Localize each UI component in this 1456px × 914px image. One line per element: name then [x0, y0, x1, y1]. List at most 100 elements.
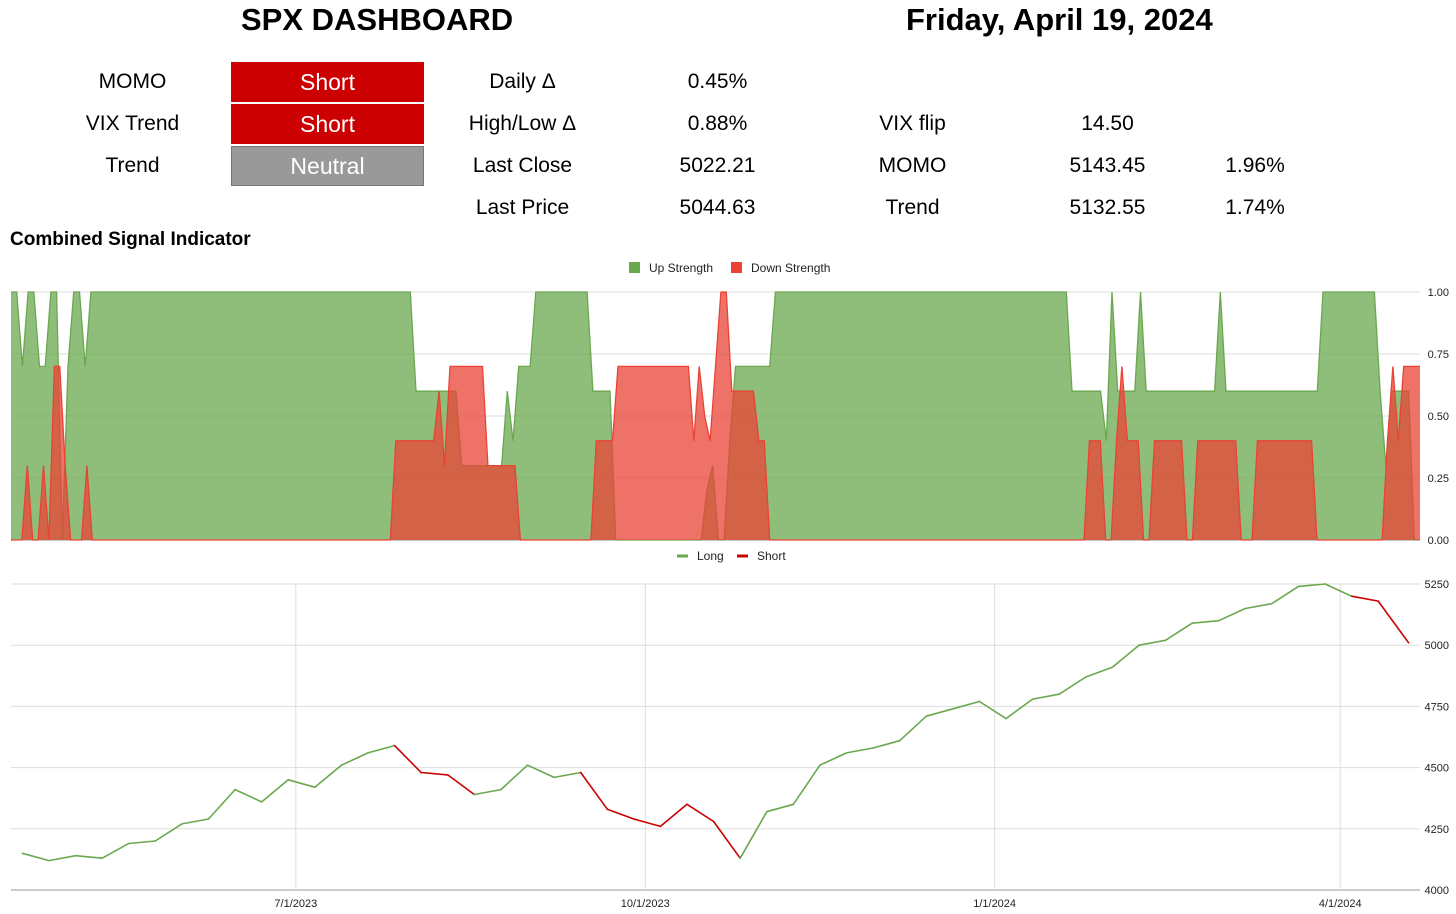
price-segment-long [1058, 676, 1087, 695]
price-segment-long [340, 752, 369, 766]
price-segment-short [1350, 595, 1379, 602]
price-segment-short [606, 808, 635, 820]
price-segment-long [819, 752, 848, 766]
price-segment-long [1271, 585, 1300, 605]
y-tick-label: 5000 [1425, 640, 1449, 652]
price-segment-long [1111, 644, 1140, 668]
strength-chart: 0.00 0.25 0.50 0.75 1.00 Up Strength Down Stre… [11, 261, 1449, 547]
price-segment-long [1191, 619, 1220, 624]
stat-label-last-price: Last Price [475, 196, 570, 219]
x-tick-label: 1/1/2024 [973, 898, 1016, 910]
legend-label: Down Strength [751, 261, 830, 275]
price-segment-long [473, 788, 502, 796]
stat-label-high-low-delta: High/Low Δ [468, 112, 577, 135]
price-segment-long [21, 852, 50, 862]
signal-label-momo: MOMO [98, 70, 167, 93]
price-segment-short [712, 820, 742, 860]
legend-swatch [629, 262, 640, 273]
price-segment-long [260, 779, 290, 803]
y-tick-label: 0.50 [1428, 411, 1449, 423]
price-segment-long [127, 840, 157, 845]
price-segment-long [553, 771, 582, 779]
signal-badge-trend: Neutral [231, 146, 424, 186]
price-segment-long [1164, 622, 1193, 642]
level-value-vix-flip: 14.50 [1081, 112, 1134, 135]
y-tick-label: 4250 [1425, 824, 1449, 836]
price-segment-long [500, 764, 529, 791]
price-segment-long [792, 764, 821, 806]
price-segment-short [393, 744, 423, 774]
x-tick-label: 4/1/2024 [1319, 898, 1362, 910]
price-segment-long [845, 747, 874, 754]
price-segment-long [978, 700, 1007, 720]
price-segment-long [872, 739, 901, 749]
price-segment-short [1377, 600, 1410, 644]
signal-label-vix-trend: VIX Trend [85, 112, 180, 135]
y-tick-label: 1.00 [1428, 287, 1449, 299]
area-down-strength [11, 292, 1420, 540]
price-segment-long [1297, 583, 1326, 588]
price-segment-long [1244, 602, 1273, 610]
y-tick-label: 4500 [1425, 763, 1449, 775]
y-tick-label: 4750 [1425, 701, 1449, 713]
dashboard-date: Friday, April 19, 2024 [906, 2, 1213, 37]
price-segment-long [313, 764, 343, 788]
price-segment-long [1138, 639, 1167, 646]
price-segment-long [234, 788, 263, 803]
level-value-momo: 5143.45 [1069, 154, 1146, 177]
level-value-trend: 5132.55 [1069, 196, 1146, 219]
price-segment-short [579, 771, 609, 811]
price-segment-long [925, 708, 954, 717]
price-segment-long [101, 842, 130, 860]
signal-badge-vix-trend: Short [231, 104, 424, 144]
price-segment-long [526, 764, 555, 779]
y-tick-label: 0.75 [1428, 349, 1449, 361]
legend-swatch [731, 262, 742, 273]
y-tick-label: 5250 [1425, 579, 1449, 591]
legend-label: Short [757, 549, 786, 563]
legend-label: Long [697, 549, 724, 563]
price-segment-long [48, 854, 77, 862]
area-up-strength [11, 292, 1420, 540]
y-tick-label: 0.25 [1428, 473, 1449, 485]
signal-label-trend: Trend [105, 154, 160, 177]
price-segment-short [686, 803, 715, 823]
price-segment-long [739, 810, 768, 860]
price-segment-long [367, 744, 396, 754]
price-segment-long [1324, 583, 1353, 598]
area-line-down-strength [11, 291, 1420, 541]
stat-value-daily-delta: 0.45% [687, 70, 748, 93]
level-label-vix-flip: VIX flip [879, 112, 946, 135]
level-pct-trend: 1.74% [1225, 196, 1285, 219]
price-segment-short [659, 803, 688, 828]
price-segment-long [1031, 693, 1060, 700]
stat-label-daily-delta: Daily Δ [489, 70, 556, 93]
price-segment-long [1085, 666, 1114, 678]
stat-value-high-low-delta: 0.88% [687, 112, 748, 135]
price-segment-short [632, 818, 662, 828]
price-segment-long [1005, 698, 1034, 720]
y-tick-label: 4000 [1425, 885, 1449, 897]
x-tick-label: 10/1/2023 [621, 898, 670, 910]
level-label-momo: MOMO [878, 154, 947, 177]
stat-value-last-price: 5044.63 [679, 196, 756, 219]
price-segment-long [765, 803, 795, 813]
price-segment-long [181, 818, 210, 825]
signal-badge-momo: Short [231, 62, 424, 102]
level-pct-momo: 1.96% [1225, 154, 1285, 177]
price-segment-long [207, 788, 236, 820]
price-chart: 4000 4250 4500 4750 5000 5250 7/1/2023 10/1/202… [11, 549, 1449, 910]
x-tick-label: 7/1/2023 [274, 898, 317, 910]
section-title: Combined Signal Indicator [10, 229, 251, 250]
legend-label: Up Strength [649, 261, 713, 275]
price-segment-long [74, 854, 103, 860]
stat-label-last-close: Last Close [472, 154, 573, 177]
price-segment-long [287, 779, 316, 788]
price-segment-long [952, 700, 981, 710]
price-segment-long [898, 715, 928, 742]
stat-value-last-close: 5022.21 [679, 154, 756, 177]
level-label-trend: Trend [885, 196, 940, 219]
price-segment-short [446, 774, 476, 796]
price-segment-short [420, 771, 449, 776]
y-tick-label: 0.00 [1428, 535, 1449, 547]
